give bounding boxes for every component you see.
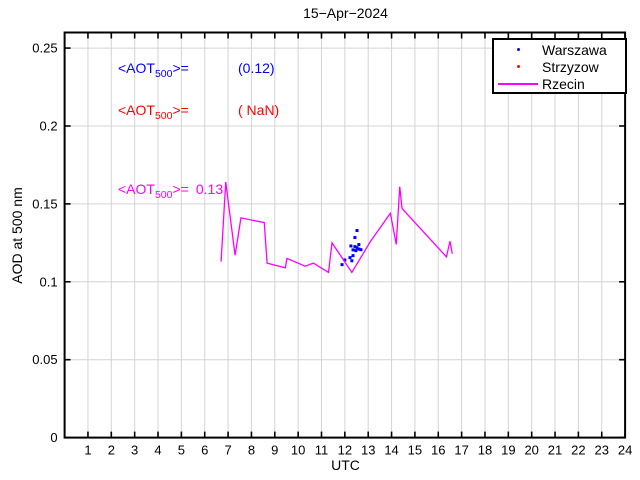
x-tick-label: 8 [248, 443, 255, 458]
x-tick-label: 13 [361, 443, 375, 458]
data-point-warszawa [355, 246, 359, 250]
data-point-warszawa [353, 236, 357, 240]
chart-title: 15−Apr−2024 [303, 5, 388, 21]
legend-item-label: Warszawa [542, 41, 607, 58]
legend-item-rzecin: Rzecin [494, 75, 625, 92]
data-point-warszawa [353, 245, 357, 249]
y-tick-label: 0.05 [32, 352, 57, 367]
data-point-warszawa [357, 247, 361, 251]
data-point-warszawa [359, 248, 363, 252]
data-point-warszawa [340, 263, 344, 267]
x-tick-label: 20 [524, 443, 538, 458]
aot-annotation-value: (0.12) [238, 60, 275, 76]
x-tick-label: 16 [431, 443, 445, 458]
data-point-warszawa [343, 258, 347, 262]
aot-annotation-value: ( NaN) [238, 102, 280, 118]
x-tick-label: 10 [291, 443, 305, 458]
data-point-warszawa [351, 254, 355, 258]
x-tick-label: 2 [108, 443, 115, 458]
legend-marker-cell [494, 82, 542, 85]
legend-item-warszawa: Warszawa [494, 41, 625, 58]
x-tick-label: 18 [478, 443, 492, 458]
y-axis-label: AOD at 500 nm [9, 187, 25, 284]
legend: Warszawa Strzyzow Rzecin [492, 38, 627, 94]
aot-annotation-label: <AOT500>= [118, 102, 189, 122]
y-tick-label: 0.25 [32, 41, 57, 56]
data-point-warszawa [354, 249, 358, 253]
x-tick-label: 11 [315, 443, 329, 458]
aot-annotation-strzyzow: <AOT500>= ( NaN) [118, 102, 279, 124]
data-point-warszawa [351, 248, 355, 252]
aot-annotation-label: <AOT500>= [118, 181, 189, 201]
x-tick-label: 19 [501, 443, 515, 458]
legend-item-label: Strzyzow [542, 58, 599, 75]
data-point-warszawa [355, 229, 359, 233]
x-tick-label: 21 [548, 443, 562, 458]
aot-annotation-rzecin: <AOT500>= 0.13 [118, 181, 223, 203]
data-point-warszawa [357, 243, 361, 247]
legend-marker-cell [494, 65, 542, 68]
x-tick-label: 5 [178, 443, 185, 458]
x-tick-label: 1 [84, 443, 91, 458]
legend-marker-cell [494, 48, 542, 51]
aot-annotation-value: 0.13 [195, 181, 224, 197]
aot-annotation-label: <AOT500>= [118, 60, 189, 80]
strzyzow-dot-marker-icon [516, 65, 520, 68]
y-tick-label: 0 [50, 430, 57, 445]
aot-subscript: 500 [154, 109, 173, 122]
aot-subscript: 500 [154, 188, 173, 201]
y-tick-label: 0.1 [40, 274, 58, 289]
x-tick-label: 6 [201, 443, 208, 458]
legend-item-label: Rzecin [542, 75, 585, 92]
x-tick-label: 17 [454, 443, 468, 458]
series-line-rzecin [220, 181, 453, 274]
x-axis-label: UTC [331, 457, 360, 473]
y-tick-label: 0.15 [32, 196, 57, 211]
aot-annotation-warszawa: <AOT500>= (0.12) [118, 60, 275, 82]
data-point-warszawa [350, 259, 354, 263]
x-tick-label: 22 [571, 443, 585, 458]
legend-item-strzyzow: Strzyzow [494, 58, 625, 75]
data-point-warszawa [349, 244, 353, 248]
x-tick-label: 12 [338, 443, 352, 458]
x-tick-label: 4 [154, 443, 161, 458]
data-point-warszawa [348, 256, 352, 260]
aot-subscript: 500 [154, 67, 173, 80]
x-tick-label: 3 [131, 443, 138, 458]
x-tick-label: 23 [595, 443, 609, 458]
rzecin-line-marker-icon [498, 82, 538, 85]
y-tick-label: 0.2 [40, 118, 58, 133]
x-tick-label: 15 [408, 443, 422, 458]
x-tick-label: 14 [384, 443, 398, 458]
x-tick-label: 24 [618, 443, 632, 458]
warszawa-dot-marker-icon [516, 48, 520, 51]
x-tick-label: 9 [271, 443, 278, 458]
x-tick-label: 7 [224, 443, 231, 458]
